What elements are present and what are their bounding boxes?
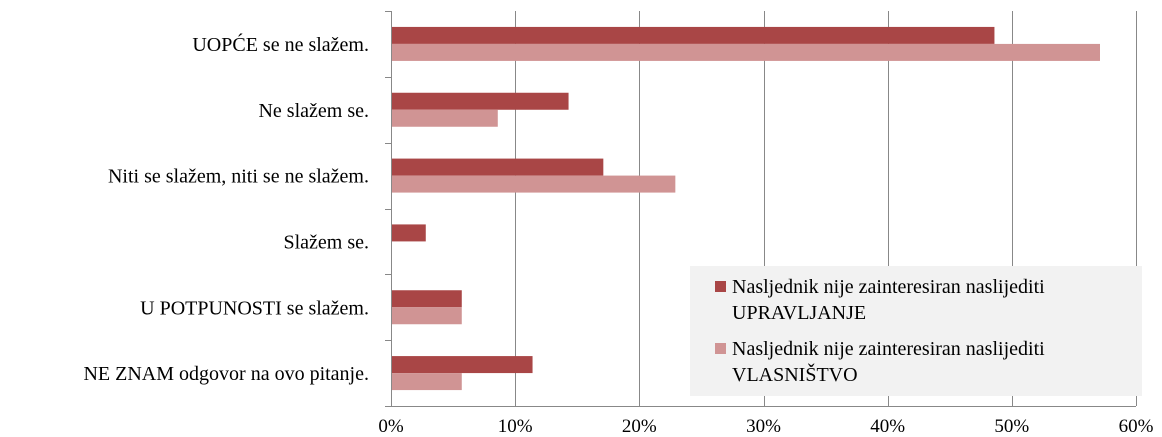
bar	[391, 43, 1100, 61]
bar	[391, 109, 498, 127]
category-label: UOPĆE se ne slažem.	[192, 32, 369, 56]
legend-box	[690, 266, 1142, 396]
legend-swatch	[715, 343, 726, 354]
x-tick-label: 0%	[378, 416, 404, 437]
category-label: Slažem se.	[283, 231, 369, 253]
bar	[391, 26, 995, 44]
category-label: NE ZNAM odgovor na ovo pitanje.	[83, 363, 369, 385]
x-tick-label: 30%	[746, 416, 781, 437]
bar	[391, 307, 462, 325]
category-label: U POTPUNOSTI se slažem.	[140, 297, 369, 319]
category-label: Ne slažem se.	[258, 100, 369, 122]
x-tick-label: 10%	[498, 416, 533, 437]
bar	[391, 92, 569, 110]
legend: Nasljednik nije zainteresiran naslijedit…	[690, 266, 1142, 396]
bar	[391, 290, 462, 308]
legend-label: UPRAVLJANJE	[732, 302, 866, 324]
x-tick-labels: 0% 10% 20% 30% 40% 50% 60%	[378, 416, 1153, 437]
x-tick-label: 20%	[622, 416, 657, 437]
bars	[391, 26, 1100, 391]
bar	[391, 158, 604, 176]
x-tick-label: 50%	[994, 416, 1029, 437]
bar	[391, 373, 462, 391]
legend-swatch	[715, 281, 726, 292]
gridlines	[515, 11, 1137, 406]
legend-label: VLASNIŠTVO	[732, 362, 858, 386]
bar	[391, 356, 533, 374]
legend-label: Nasljednik nije zainteresiran naslijedit…	[732, 338, 1045, 360]
legend-label: Nasljednik nije zainteresiran naslijedit…	[732, 276, 1045, 298]
bar	[391, 175, 676, 193]
x-tick-label: 60%	[1119, 416, 1154, 437]
x-tick-label: 40%	[870, 416, 905, 437]
category-label: Niti se slažem, niti se ne slažem.	[108, 166, 369, 188]
axes	[385, 11, 1136, 407]
category-labels: UOPĆE se ne slažem. Ne slažem se. Niti se …	[83, 32, 369, 385]
bar	[391, 224, 426, 242]
